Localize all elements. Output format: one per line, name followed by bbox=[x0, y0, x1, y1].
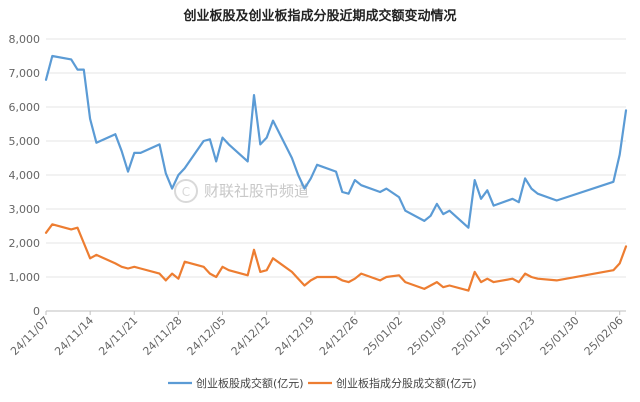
legend-label-1: 创业板股成交额(亿元) bbox=[196, 376, 304, 390]
watermark-text: 财联社股市频道 bbox=[204, 182, 309, 200]
y-tick-label: 7,000 bbox=[9, 67, 41, 80]
chart-title: 创业板股及创业板指成分股近期成交额变动情况 bbox=[182, 8, 456, 24]
watermark-logo bbox=[174, 179, 198, 203]
x-tick-label: 25/01/16 bbox=[449, 314, 493, 358]
y-tick-label: 8,000 bbox=[9, 33, 41, 46]
y-tick-label: 2,000 bbox=[9, 237, 41, 250]
x-tick-label: 25/01/02 bbox=[361, 314, 405, 358]
legend: 创业板股成交额(亿元) 创业板指成分股成交额(亿元) bbox=[168, 376, 477, 390]
x-tick-label: 24/11/21 bbox=[96, 314, 140, 358]
series-line-1 bbox=[44, 54, 628, 229]
x-tick-label: 24/12/26 bbox=[317, 314, 361, 358]
y-tick-label: 5,000 bbox=[9, 135, 41, 148]
y-axis: 0 1,000 2,000 3,000 4,000 5,000 6,000 7,000 8,00… bbox=[9, 33, 41, 318]
gridlines bbox=[46, 38, 626, 278]
x-tick-label: 24/12/19 bbox=[273, 314, 317, 358]
y-tick-label: 4,000 bbox=[9, 169, 41, 182]
x-tick-label: 24/12/12 bbox=[229, 314, 273, 358]
x-tick-label: 24/11/07 bbox=[8, 314, 52, 358]
y-tick-label: 0 bbox=[33, 305, 40, 318]
watermark: C 财联社股市频道 bbox=[174, 179, 309, 203]
x-tick-label: 25/01/23 bbox=[493, 314, 537, 358]
watermark-logo-letter: C bbox=[182, 185, 190, 199]
x-tick-label: 24/11/28 bbox=[140, 314, 184, 358]
y-tick-label: 3,000 bbox=[9, 203, 41, 216]
x-tick-label: 24/12/05 bbox=[185, 314, 229, 358]
legend-label-2: 创业板指成分股成交额(亿元) bbox=[336, 376, 477, 390]
y-tick-label: 6,000 bbox=[9, 101, 41, 114]
x-tick-label: 24/11/14 bbox=[52, 314, 96, 358]
x-axis: 24/11/07 24/11/14 24/11/21 24/11/28 24/12/05… bbox=[8, 310, 626, 358]
x-tick-label: 25/01/09 bbox=[405, 314, 449, 358]
x-tick-label: 25/01/30 bbox=[538, 314, 582, 358]
x-tick-label: 25/02/06 bbox=[582, 314, 626, 358]
series-line-2 bbox=[44, 223, 628, 292]
series bbox=[44, 54, 628, 292]
y-tick-label: 1,000 bbox=[9, 271, 41, 284]
